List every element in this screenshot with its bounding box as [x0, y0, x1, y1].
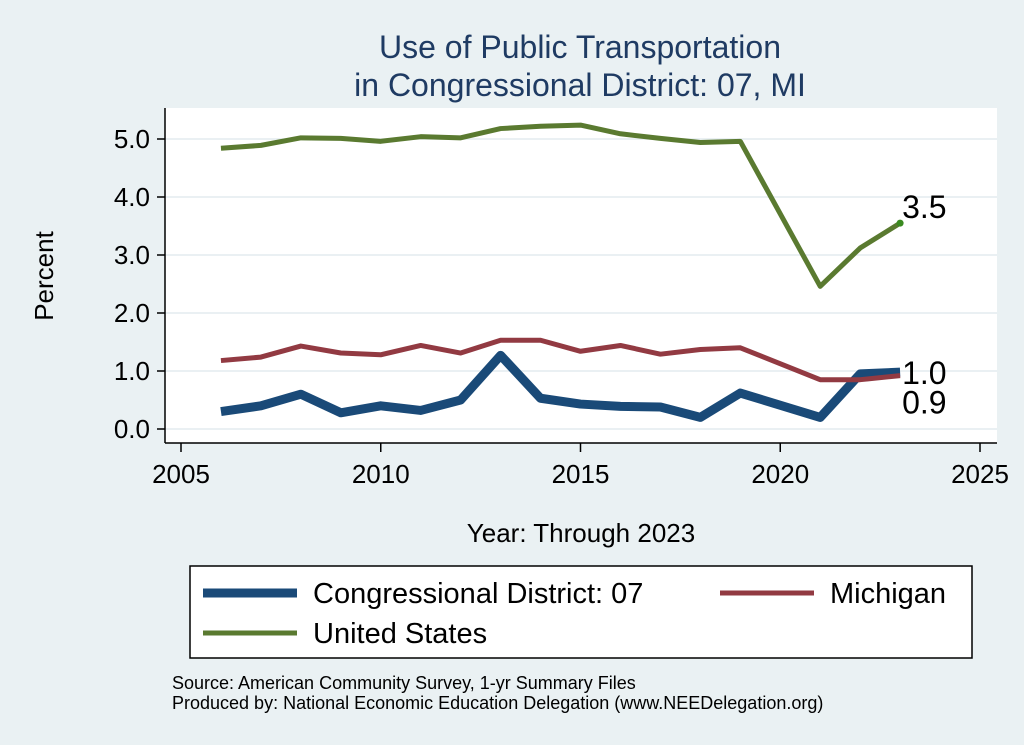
x-tick-label: 2015 — [552, 459, 610, 489]
series-group — [220, 122, 904, 422]
producer-note: Produced by: National Economic Education… — [172, 693, 823, 713]
x-tick-label: 2010 — [352, 459, 410, 489]
chart-title: Use of Public Transportation — [379, 29, 781, 65]
legend-box — [189, 565, 973, 659]
y-tick-label: 4.0 — [114, 182, 150, 212]
x-axis-title: Year: Through 2023 — [467, 518, 695, 548]
chart-subtitle: in Congressional District: 07, MI — [354, 67, 806, 103]
end-label-0: 1.0 — [902, 355, 946, 391]
series-line-2 — [220, 122, 902, 289]
y-tick-label: 5.0 — [114, 124, 150, 154]
legend-label-1: Michigan — [830, 578, 946, 610]
end-label-2: 3.5 — [902, 189, 946, 225]
series-line-0 — [220, 350, 901, 422]
series-line-1 — [220, 337, 901, 383]
y-tick-label: 2.0 — [114, 298, 150, 328]
y-axis-title: Percent — [29, 230, 59, 320]
y-tick-label: 0.0 — [114, 414, 150, 444]
x-tick-label: 2005 — [152, 459, 210, 489]
y-axis-ticks: 0.0 1.0 2.0 3.0 4.0 5.0 — [114, 124, 165, 444]
legend-label-2: United States — [313, 618, 487, 650]
series-end-marker — [896, 219, 904, 227]
source-note: Source: American Community Survey, 1-yr … — [172, 673, 636, 693]
legend: Congressional District: 07 Michigan United… — [203, 578, 946, 650]
gridlines — [165, 138, 997, 430]
plot-area — [165, 108, 997, 443]
end-labels: 1.00.9 3.5 — [902, 189, 946, 421]
x-tick-label: 2025 — [951, 459, 1009, 489]
x-tick-label: 2020 — [751, 459, 809, 489]
y-tick-label: 1.0 — [114, 356, 150, 386]
legend-label-0: Congressional District: 07 — [313, 578, 643, 610]
end-label-1: 0.9 — [902, 385, 946, 421]
y-tick-label: 3.0 — [114, 240, 150, 270]
x-axis-ticks: 2005 2010 2015 2020 2025 — [152, 443, 1009, 489]
